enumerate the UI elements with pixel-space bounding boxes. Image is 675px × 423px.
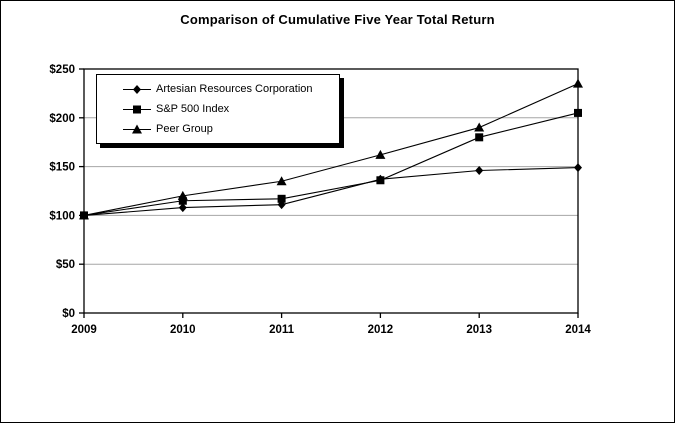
legend-item-sp500: S&P 500 Index [123,103,339,115]
svg-text:2014: 2014 [565,324,591,336]
diamond-marker-icon [123,84,151,94]
svg-text:2013: 2013 [466,324,492,336]
svg-text:$150: $150 [49,162,75,174]
svg-text:2010: 2010 [170,324,196,336]
svg-text:$250: $250 [49,64,75,76]
triangle-marker-icon [123,124,151,133]
chart-legend: Artesian Resources Corporation S&P 500 I… [96,74,340,144]
legend-label-sp500: S&P 500 Index [156,103,230,115]
svg-text:$50: $50 [56,259,75,271]
svg-text:2012: 2012 [368,324,394,336]
svg-text:$100: $100 [49,210,75,222]
svg-text:2009: 2009 [71,324,97,336]
svg-text:2011: 2011 [269,324,295,336]
legend-item-peer-group: Peer Group [123,123,339,135]
legend-label-peer-group: Peer Group [156,123,213,135]
legend-item-artesian: Artesian Resources Corporation [123,83,339,95]
chart-title: Comparison of Cumulative Five Year Total… [180,12,495,27]
svg-text:$200: $200 [49,113,75,125]
legend-label-artesian: Artesian Resources Corporation [156,83,313,95]
svg-text:$0: $0 [62,308,75,320]
square-marker-icon [123,105,151,113]
